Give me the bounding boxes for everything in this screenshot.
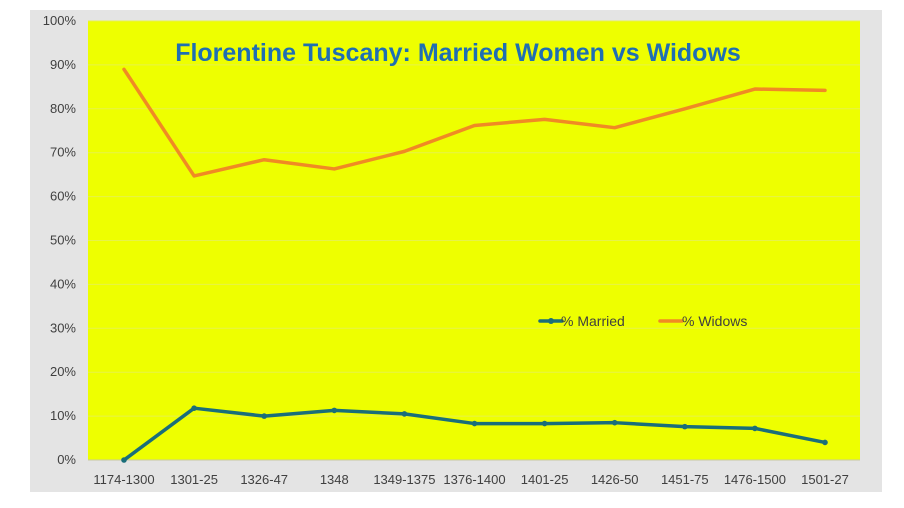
x-tick-label: 1326-47 [240, 472, 288, 487]
y-tick-label: 100% [43, 13, 77, 28]
x-tick-label: 1349-1375 [373, 472, 435, 487]
x-tick-label: 1451-75 [661, 472, 709, 487]
y-tick-label: 60% [50, 189, 76, 204]
x-tick-label: 1401-25 [521, 472, 569, 487]
series-line-widows [122, 67, 827, 178]
chart-title: Florentine Tuscany: Married Women vs Wid… [175, 39, 741, 67]
y-tick-label: 40% [50, 276, 76, 291]
legend-label: % Married [561, 313, 625, 329]
x-tick-label: 1501-27 [801, 472, 849, 487]
x-tick-label: 1476-1500 [724, 472, 786, 487]
legend-marker [548, 318, 554, 324]
y-tick-label: 70% [50, 145, 76, 160]
data-point-married [611, 419, 618, 426]
y-tick-label: 80% [50, 101, 76, 116]
x-tick-label: 1348 [320, 472, 349, 487]
y-tick-label: 50% [50, 233, 76, 248]
data-point-married [331, 407, 338, 414]
data-point-married [261, 413, 268, 419]
data-point-married [121, 457, 127, 463]
x-tick-label: 1376-1400 [443, 472, 505, 487]
data-point-married [191, 405, 197, 411]
y-tick-label: 20% [50, 364, 76, 379]
data-point-married [471, 420, 478, 427]
data-point-married [682, 423, 688, 430]
legend-label: % Widows [682, 313, 747, 329]
y-tick-label: 90% [50, 57, 76, 72]
y-tick-label: 10% [50, 408, 76, 423]
x-tick-label: 1426-50 [591, 472, 639, 487]
data-point-married [401, 411, 408, 417]
data-point-married [752, 425, 758, 432]
y-tick-label: 30% [50, 320, 76, 335]
data-point-married [822, 439, 828, 446]
data-point-married [541, 420, 548, 427]
y-tick-label: 0% [57, 452, 76, 467]
x-tick-label: 1301-25 [170, 472, 218, 487]
x-tick-label: 1174-1300 [93, 472, 154, 487]
